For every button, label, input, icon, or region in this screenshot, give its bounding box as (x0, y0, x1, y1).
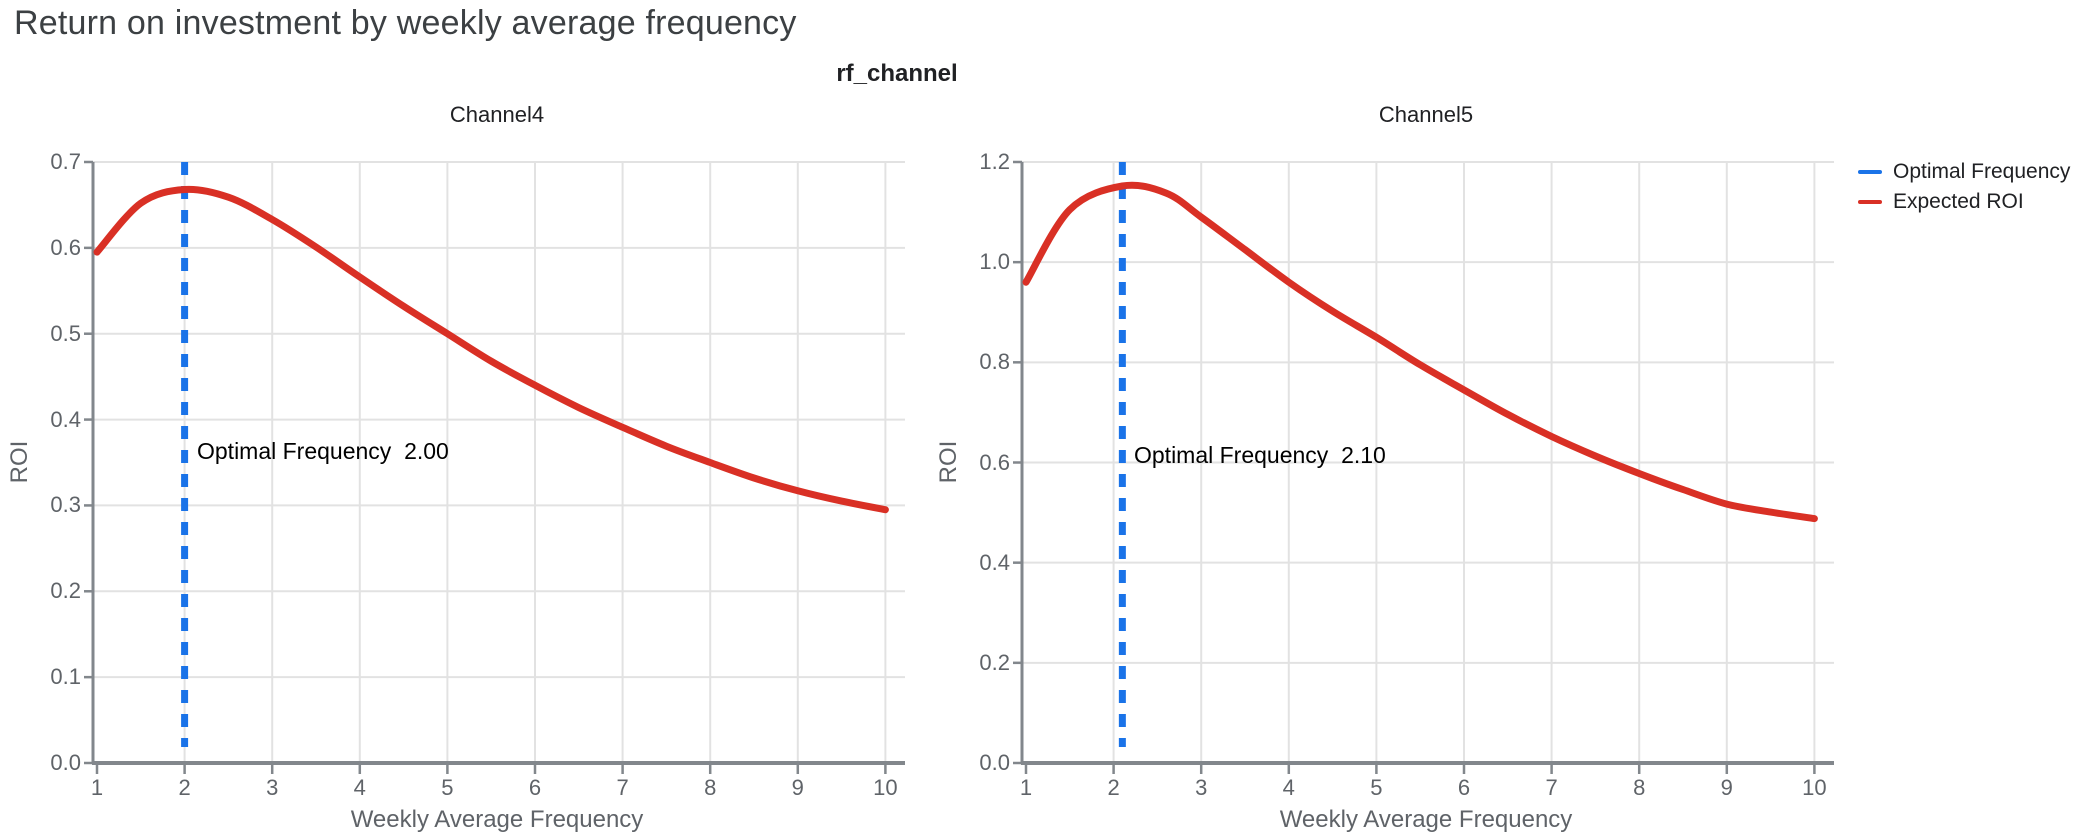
optimal-frequency-legend-line (1858, 170, 1882, 174)
y-tick-label: 0.8 (979, 349, 1010, 375)
x-tick-label: 9 (1720, 775, 1733, 800)
y-tick-label: 0.2 (50, 578, 81, 604)
y-tick-label: 0.4 (979, 549, 1010, 575)
x-tick-label: 8 (1633, 775, 1646, 800)
page-title: Return on investment by weekly average f… (14, 4, 797, 42)
legend: Optimal Frequency Expected ROI (1858, 158, 2070, 216)
y-tick-label: 0.2 (979, 649, 1010, 675)
y-tick-label: 1.2 (979, 149, 1010, 174)
x-tick-label: 2 (178, 775, 191, 800)
optimal-frequency-annotation-right: Optimal Frequency 2.10 (1134, 442, 1386, 468)
x-tick-label: 1 (1019, 775, 1033, 800)
expected-roi-legend-line (1858, 200, 1882, 204)
legend-item-expected-roi[interactable]: Expected ROI (1858, 188, 2070, 216)
y-tick-label: 0.5 (50, 320, 81, 346)
y-tick-label: 0.7 (50, 149, 81, 174)
x-tick-label: 10 (873, 775, 898, 800)
legend-item-optimal-frequency[interactable]: Optimal Frequency (1858, 158, 2070, 186)
subplot-title-channel4: Channel4 (449, 102, 545, 127)
y-tick-label: 0.1 (50, 664, 81, 690)
x-tick-label: 7 (616, 775, 629, 800)
y-tick-label: 0.3 (50, 492, 81, 518)
facet-title: rf_channel (836, 60, 958, 87)
y-tick-label: 0.4 (50, 406, 81, 432)
y-tick-label: 0.0 (50, 750, 81, 775)
x-tick-label: 5 (1370, 775, 1383, 800)
x-tick-label: 6 (1457, 775, 1471, 800)
x-tick-label: 6 (528, 775, 542, 800)
x-axis-title-left: Weekly Average Frequency (350, 806, 644, 833)
optimal-frequency-annotation-left: Optimal Frequency 2.00 (197, 438, 449, 464)
x-tick-label: 4 (1282, 775, 1295, 800)
x-tick-label: 5 (441, 775, 454, 800)
x-tick-label: 9 (791, 775, 804, 800)
x-tick-label: 8 (704, 775, 717, 800)
y-tick-label: 0.6 (979, 449, 1010, 475)
x-tick-label: 1 (90, 775, 104, 800)
legend-label: Optimal Frequency (1893, 160, 2071, 183)
x-tick-label: 10 (1802, 775, 1827, 800)
legend-label: Expected ROI (1893, 190, 2024, 213)
x-tick-label: 3 (266, 775, 279, 800)
x-axis-title-right: Weekly Average Frequency (1279, 806, 1573, 833)
x-tick-label: 7 (1545, 775, 1558, 800)
x-tick-label: 4 (353, 775, 366, 800)
subplot-title-channel5: Channel5 (1378, 102, 1474, 127)
x-tick-label: 3 (1195, 775, 1208, 800)
y-tick-label: 0.6 (50, 234, 81, 260)
x-tick-label: 2 (1107, 775, 1120, 800)
y-tick-label: 0.0 (979, 750, 1010, 775)
y-tick-label: 1.0 (979, 249, 1010, 275)
